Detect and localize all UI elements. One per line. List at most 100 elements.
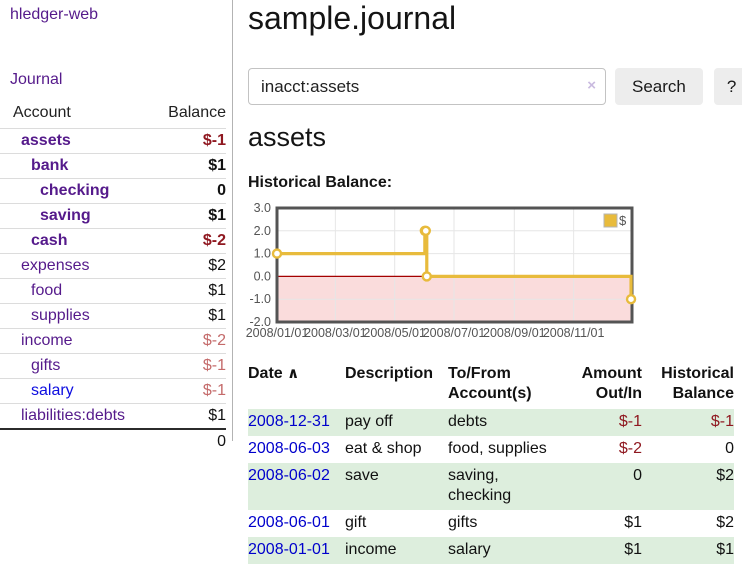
register-description-cell: save	[345, 463, 448, 510]
accounts-table: Account Balance assets $-1 bank $1 checking 0…	[0, 100, 226, 454]
svg-text:2008/01/01: 2008/01/01	[246, 326, 309, 340]
account-link[interactable]: liabilities:debts	[21, 407, 125, 424]
svg-text:2008/09/01: 2008/09/01	[483, 326, 546, 340]
account-balance: $-1	[155, 379, 226, 404]
register-header-accounts[interactable]: To/From Account(s)	[448, 361, 560, 409]
account-balance: $1	[155, 204, 226, 229]
register-header-row: Date ∧ Description To/From Account(s) Am…	[248, 361, 734, 409]
register-description-cell: eat & shop	[345, 436, 448, 463]
account-row: checking 0	[0, 179, 226, 204]
register-header-balance[interactable]: Historical Balance	[642, 361, 734, 409]
account-row: income $-2	[0, 329, 226, 354]
register-row: 2008-06-03 eat & shopfood, supplies$-20	[248, 436, 734, 463]
account-link[interactable]: income	[21, 332, 73, 349]
search-input[interactable]	[248, 68, 606, 105]
account-balance: $1	[155, 404, 226, 430]
account-balance: 0	[155, 179, 226, 204]
search-button[interactable]: Search	[615, 68, 703, 105]
svg-text:-1.0: -1.0	[249, 292, 271, 306]
account-row: salary $-1	[0, 379, 226, 404]
register-balance-cell: $-1	[642, 409, 734, 436]
account-row: liabilities:debts $1	[0, 404, 226, 430]
account-link[interactable]: supplies	[31, 307, 90, 324]
svg-text:2008/03/01: 2008/03/01	[304, 326, 367, 340]
register-balance-cell: 0	[642, 436, 734, 463]
accounts-total-row: 0	[0, 429, 226, 454]
search-row: × Search ?	[248, 68, 742, 105]
register-accounts-cell: food, supplies	[448, 436, 560, 463]
transaction-date-link[interactable]: 2008-01-01	[248, 541, 330, 558]
account-row: gifts $-1	[0, 354, 226, 379]
register-balance-cell: $1	[642, 537, 734, 564]
account-balance: $1	[155, 154, 226, 179]
register-accounts-cell: gifts	[448, 510, 560, 537]
register-amount-cell: 0	[560, 463, 642, 510]
account-balance: $-1	[155, 129, 226, 154]
register-amount-cell: $-2	[560, 436, 642, 463]
register-header-description[interactable]: Description	[345, 361, 448, 409]
transaction-date-link[interactable]: 2008-12-31	[248, 413, 330, 430]
svg-text:2008/05/01: 2008/05/01	[363, 326, 426, 340]
sort-ascending-icon: ∧	[287, 365, 299, 382]
chart-title: Historical Balance:	[248, 174, 392, 192]
register-date-cell: 2008-06-01	[248, 510, 345, 537]
svg-text:0.0: 0.0	[254, 269, 271, 283]
account-balance: $-2	[155, 229, 226, 254]
account-row: expenses $2	[0, 254, 226, 279]
transaction-date-link[interactable]: 2008-06-02	[248, 467, 330, 484]
register-row: 2008-06-02 savesaving, checking0$2	[248, 463, 734, 510]
help-button[interactable]: ?	[714, 68, 742, 105]
account-row: assets $-1	[0, 129, 226, 154]
page-title: sample.journal	[248, 0, 456, 37]
account-link[interactable]: expenses	[21, 257, 90, 274]
accounts-header-balance: Balance	[155, 100, 226, 129]
register-amount-cell: $-1	[560, 409, 642, 436]
register-date-cell: 2008-06-03	[248, 436, 345, 463]
register-description-cell: gift	[345, 510, 448, 537]
sidebar: hledger-web Journal Account Balance asse…	[0, 0, 233, 441]
register-description-cell: pay off	[345, 409, 448, 436]
register-accounts-cell: debts	[448, 409, 560, 436]
sidebar-item-journal[interactable]: Journal	[10, 71, 62, 89]
account-row: supplies $1	[0, 304, 226, 329]
svg-text:2008/07/01: 2008/07/01	[423, 326, 486, 340]
account-heading: assets	[248, 122, 326, 153]
register-accounts-cell: salary	[448, 537, 560, 564]
account-link[interactable]: salary	[31, 382, 74, 399]
svg-text:2.0: 2.0	[254, 224, 271, 238]
account-row: bank $1	[0, 154, 226, 179]
account-balance: $-1	[155, 354, 226, 379]
account-balance: $-2	[155, 329, 226, 354]
account-link[interactable]: bank	[31, 157, 68, 174]
register-row: 2008-12-31pay offdebts$-1$-1	[248, 409, 734, 436]
transaction-date-link[interactable]: 2008-06-01	[248, 514, 330, 531]
register-header-date[interactable]: Date ∧	[248, 361, 345, 409]
transaction-date-link[interactable]: 2008-06-03	[248, 440, 330, 457]
svg-text:$: $	[619, 213, 627, 228]
app-title-link[interactable]: hledger-web	[10, 6, 98, 24]
register-row: 2008-01-01incomesalary$1$1	[248, 537, 734, 564]
register-body: 2008-12-31pay offdebts$-1$-12008-06-03ea…	[248, 409, 734, 564]
svg-text:2008/11/01: 2008/11/01	[543, 326, 605, 340]
account-row: cash $-2	[0, 229, 226, 254]
account-link[interactable]: food	[31, 282, 62, 299]
account-balance: $2	[155, 254, 226, 279]
balance-chart-svg: $3.02.01.00.0-1.0-2.02008/01/012008/03/0…	[243, 202, 643, 344]
accounts-header-account: Account	[0, 100, 155, 129]
account-link[interactable]: assets	[21, 132, 71, 149]
account-balance: $1	[155, 304, 226, 329]
search-box: ×	[248, 68, 606, 105]
account-row: food$1	[0, 279, 226, 304]
register-date-cell: 2008-01-01	[248, 537, 345, 564]
account-link[interactable]: saving	[40, 207, 91, 224]
clear-search-icon[interactable]: ×	[587, 77, 596, 94]
register-balance-cell: $2	[642, 463, 734, 510]
register-header-amount[interactable]: Amount Out/In	[560, 361, 642, 409]
account-link[interactable]: gifts	[31, 357, 60, 374]
account-link[interactable]: cash	[31, 232, 67, 249]
register-accounts-cell: saving, checking	[448, 463, 560, 510]
account-link[interactable]: checking	[40, 182, 109, 199]
svg-text:1.0: 1.0	[254, 247, 271, 261]
register-table: Date ∧ Description To/From Account(s) Am…	[248, 361, 734, 564]
accounts-header-row: Account Balance	[0, 100, 226, 129]
